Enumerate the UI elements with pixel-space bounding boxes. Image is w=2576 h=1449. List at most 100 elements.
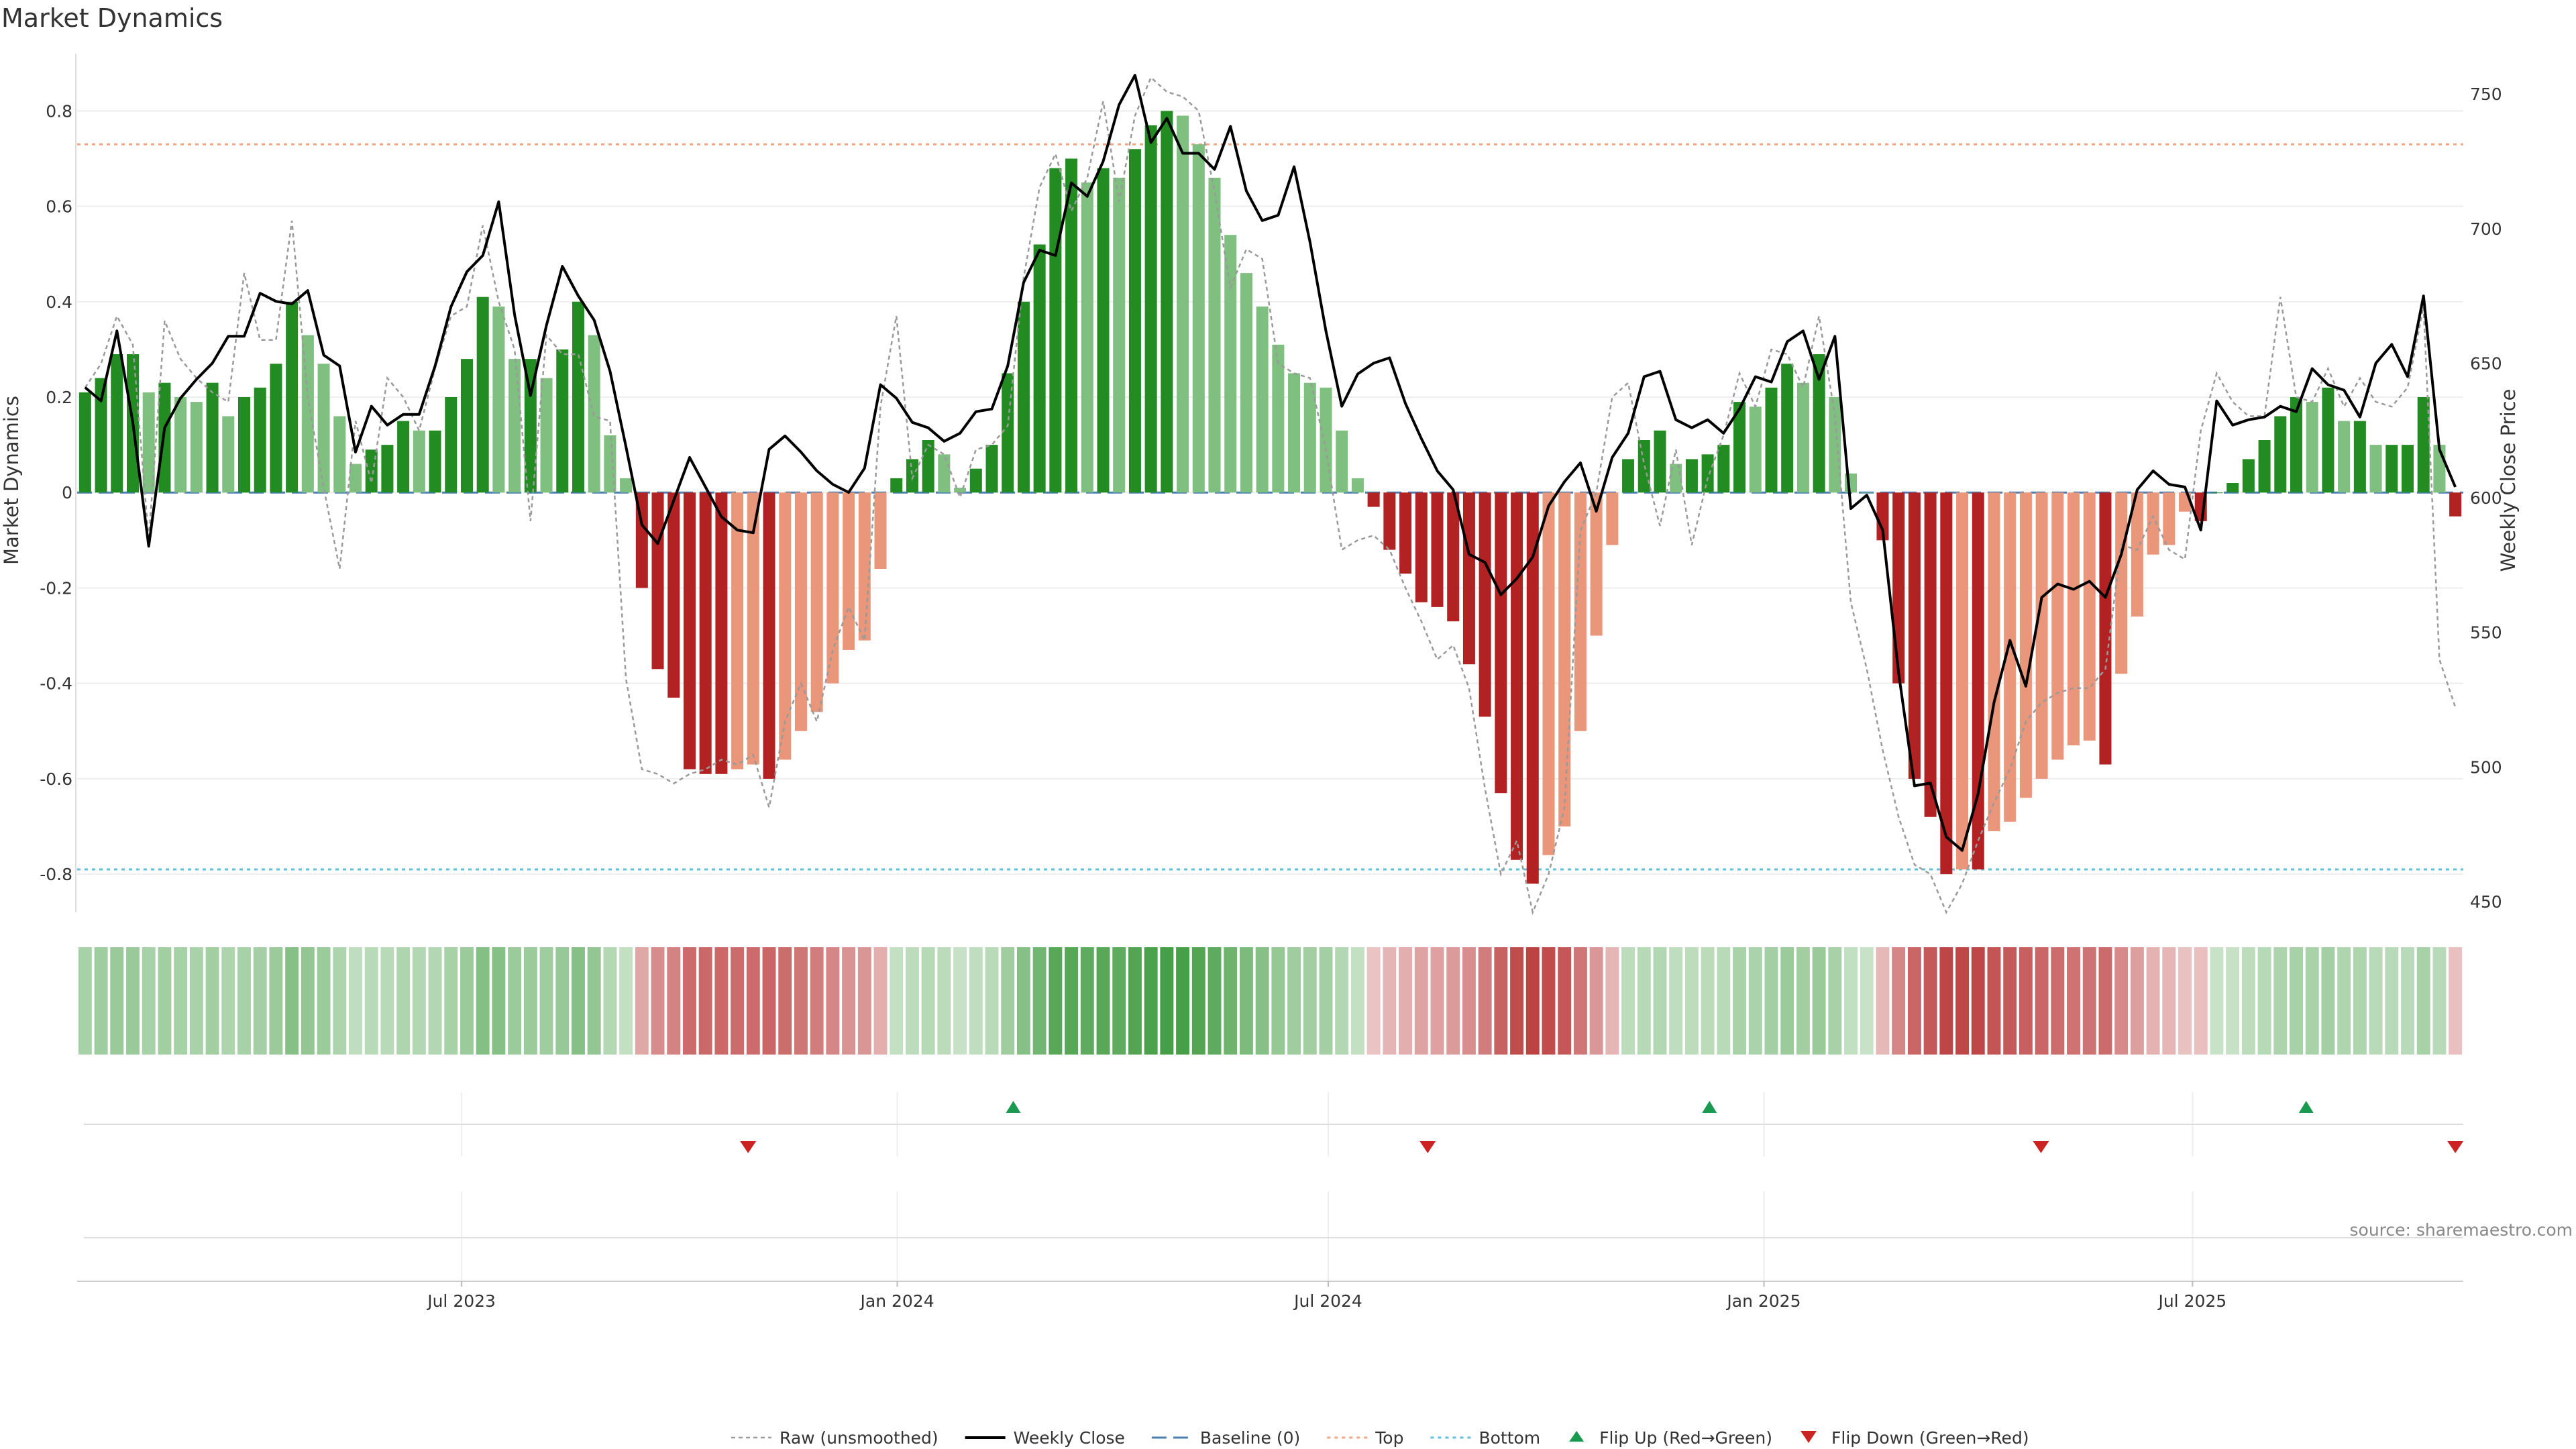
dynamics-bar	[1113, 177, 1126, 493]
heatmap-cell	[857, 947, 871, 1055]
heatmap-cell	[1876, 947, 1890, 1055]
dynamics-bar	[683, 492, 696, 769]
heatmap-cell	[731, 947, 745, 1055]
dynamics-bar	[2290, 397, 2303, 493]
heatmap-cell	[635, 947, 649, 1055]
dynamics-bar	[1256, 306, 1269, 493]
dynamics-bar	[492, 306, 505, 493]
flip-down-marker	[1419, 1141, 1436, 1153]
heatmap-cell	[1828, 947, 1842, 1055]
heatmap-cell	[905, 947, 919, 1055]
flip-up-marker	[2298, 1101, 2314, 1113]
y-tick-label-left: -0.2	[40, 578, 72, 598]
dynamics-bar	[1526, 492, 1539, 884]
heatmap-cell	[1669, 947, 1683, 1055]
dynamics-bar	[381, 445, 394, 493]
dynamics-bar	[1765, 387, 1778, 493]
heatmap-cell	[2098, 947, 2112, 1055]
y-tick-label-left: -0.4	[40, 674, 72, 694]
heatmap-cell	[1016, 947, 1030, 1055]
heatmap-cell	[1303, 947, 1317, 1055]
heatmap-cell	[1080, 947, 1094, 1055]
heatmap-cell	[364, 947, 378, 1055]
raw-unsmoothed-line	[84, 76, 2457, 916]
dynamics-bar	[2051, 492, 2064, 760]
line-series	[84, 74, 2457, 916]
dynamics-bar	[1988, 492, 2000, 832]
regime-heatmap-strip	[78, 947, 2463, 1055]
dynamics-bar	[1940, 492, 1953, 875]
dynamics-bar	[1558, 492, 1571, 826]
dynamics-bar	[397, 421, 410, 493]
heatmap-cell	[1176, 947, 1190, 1055]
dynamics-bar	[508, 359, 521, 493]
dynamics-bar	[1447, 492, 1460, 622]
dynamics-bar	[429, 430, 441, 493]
heatmap-cell	[937, 947, 951, 1055]
legend-top-label: Top	[1375, 1428, 1403, 1448]
heatmap-cell	[1239, 947, 1253, 1055]
heatmap-cell	[333, 947, 347, 1055]
flip-down-marker	[740, 1141, 757, 1153]
dynamics-bar	[1956, 492, 1969, 869]
dynamics-bar	[1462, 492, 1475, 665]
dynamics-bar	[2449, 492, 2462, 517]
heatmap-cell	[1701, 947, 1715, 1055]
heatmap-cell	[714, 947, 729, 1055]
dynamics-bar	[111, 354, 123, 493]
dynamics-bar	[1017, 301, 1030, 493]
dynamics-bar	[2068, 492, 2080, 746]
heatmap-cell	[2114, 947, 2129, 1055]
dynamics-bar	[476, 297, 489, 493]
heatmap-cell	[1525, 947, 1540, 1055]
dynamics-bar	[1399, 492, 1412, 574]
y-tick-label-left: 0.4	[46, 292, 72, 312]
dynamics-bar	[2306, 402, 2318, 493]
dynamics-bar	[365, 449, 378, 493]
heatmap-cell	[1542, 947, 1556, 1055]
dynamics-bar	[2083, 492, 2096, 741]
dynamics-bar	[1192, 144, 1205, 493]
heatmap-cell	[1748, 947, 1762, 1055]
dynamics-bar	[1033, 244, 1046, 493]
dynamics-bar	[2163, 492, 2176, 545]
heatmap-cell	[476, 947, 490, 1055]
heatmap-cell	[1621, 947, 1635, 1055]
dynamics-bar	[222, 416, 235, 493]
heatmap-cell	[1860, 947, 1874, 1055]
heatmap-cell	[1112, 947, 1126, 1055]
heatmap-cell	[126, 947, 140, 1055]
dynamics-bar	[906, 459, 918, 493]
x-tick-label: Jan 2024	[859, 1291, 934, 1311]
dynamics-bar	[1924, 492, 1937, 817]
dynamics-bar	[2131, 492, 2143, 617]
dynamics-bar	[2274, 416, 2287, 493]
heatmap-cell	[555, 947, 570, 1055]
heatmap-cell	[237, 947, 251, 1055]
heatmap-cell	[205, 947, 219, 1055]
dynamics-bar	[2369, 445, 2382, 493]
dynamics-bar	[190, 402, 203, 493]
heatmap-cell	[1573, 947, 1587, 1055]
dynamics-bar	[667, 492, 680, 698]
dynamics-bar	[794, 492, 807, 731]
dynamics-bar	[1749, 407, 1762, 493]
dynamics-bar	[2417, 397, 2430, 493]
heatmap-cell	[1844, 947, 1858, 1055]
heatmap-cell	[1510, 947, 1524, 1055]
heatmap-cell	[985, 947, 999, 1055]
flip-markers-panel	[84, 1092, 2464, 1281]
heatmap-cell	[1478, 947, 1492, 1055]
dynamics-bar	[524, 359, 537, 493]
dynamics-bar	[858, 492, 871, 641]
dynamics-bar	[445, 397, 458, 493]
heatmap-cell	[2003, 947, 2017, 1055]
x-tick-label: Jul 2024	[1293, 1291, 1362, 1311]
legend-flip-down-symbol	[1801, 1431, 1817, 1443]
dynamics-bar	[731, 492, 744, 769]
flip-up-marker	[1702, 1101, 1717, 1113]
heatmap-cell	[746, 947, 760, 1055]
heatmap-cell	[269, 947, 283, 1055]
dynamics-bar	[1796, 382, 1809, 493]
heatmap-cell	[221, 947, 235, 1055]
